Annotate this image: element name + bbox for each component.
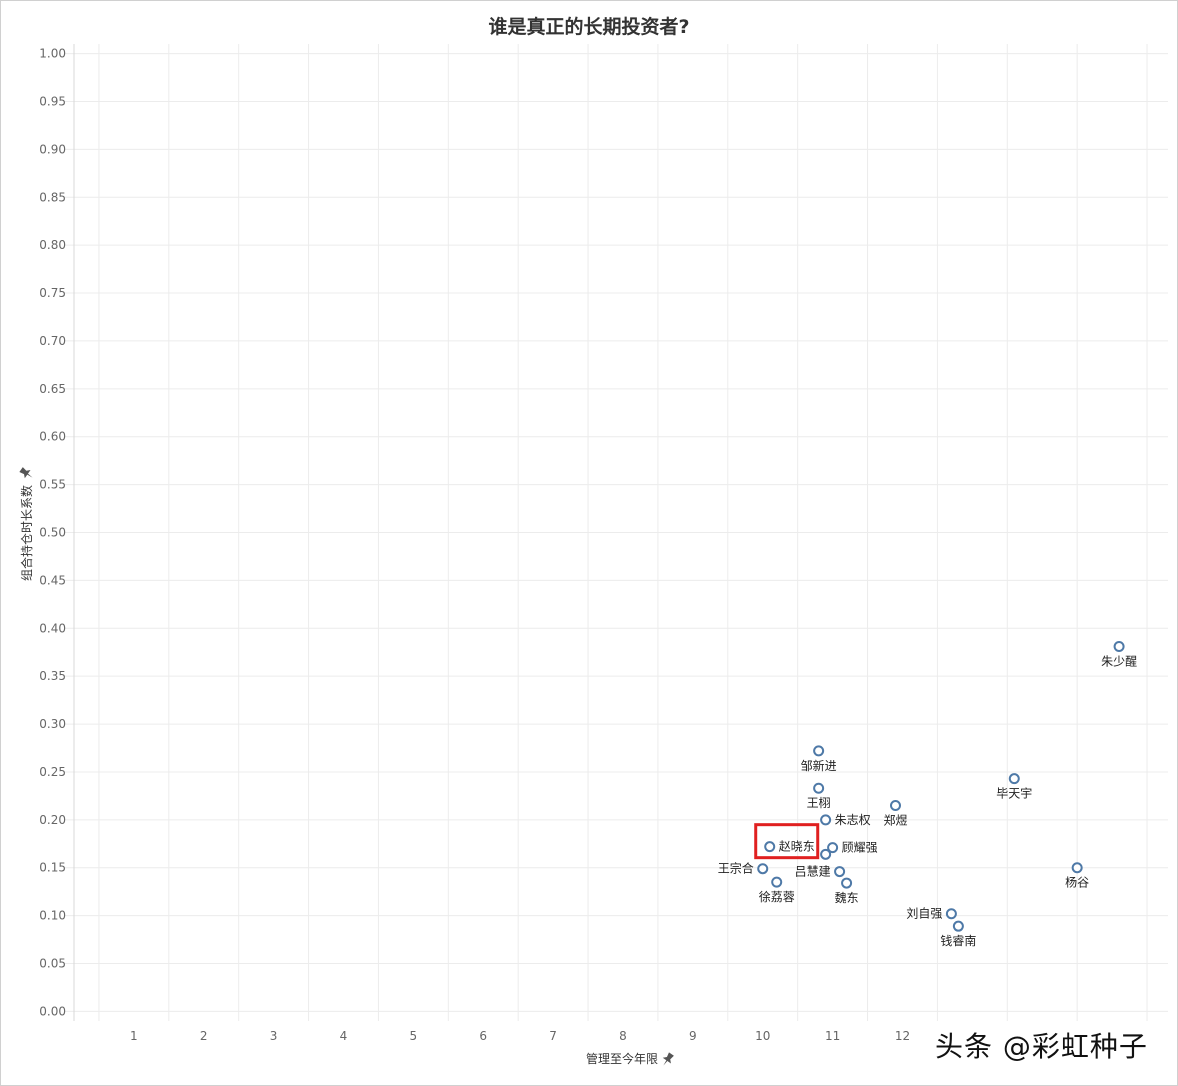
data-point[interactable] [827,842,839,854]
watermark: 头条 @彩虹种子 [935,1030,1148,1063]
data-label: 王宗合 [718,861,754,876]
data-point[interactable] [771,876,783,888]
x-tick-label: 8 [619,1029,627,1043]
data-label: 赵晓东 [779,840,815,854]
y-axis-title: 组合持仓时长系数 [19,485,34,581]
data-label: 朱志权 [835,813,871,827]
y-tick-label: 0.15 [39,861,66,875]
y-tick-label: 0.90 [39,142,66,156]
highlight-layer [754,823,820,860]
pin-icon[interactable] [659,1051,675,1068]
y-tick-label: 1.00 [39,47,66,61]
data-label: 魏东 [835,890,859,905]
x-tick-label: 2 [200,1029,208,1043]
y-tick-label: 0.75 [39,286,66,300]
x-tick-label: 7 [549,1029,557,1043]
y-tick-label: 0.25 [39,765,66,779]
y-tick-label: 0.85 [39,190,66,204]
y-tick-label: 0.65 [39,382,66,396]
pin-icon[interactable] [18,465,35,481]
data-label: 王栩 [807,795,831,810]
data-point[interactable] [820,848,832,860]
x-tick-label: 12 [895,1029,910,1043]
data-point[interactable] [757,863,769,875]
y-tick-label: 0.95 [39,94,66,108]
data-label: 徐荔蓉 [759,889,795,904]
y-tick-label: 0.40 [39,621,66,635]
data-point[interactable] [841,877,853,889]
data-point[interactable] [1008,773,1020,785]
highlight-box [754,823,820,860]
data-point[interactable] [820,814,832,826]
data-point[interactable] [945,908,957,920]
y-tick-label: 0.70 [39,334,66,348]
x-tick-label: 3 [270,1029,278,1043]
x-tick-label: 1 [130,1029,138,1043]
y-tick-label: 0.05 [39,957,66,971]
data-point[interactable] [889,799,901,811]
data-label: 顾耀强 [842,841,878,855]
chart-title: 谁是真正的长期投资者? [488,16,690,38]
data-point[interactable] [764,841,776,853]
axis-ticks: 1.00 0.95 0.90 0.85 0.80 0.75 0.70 0.65 0.60 0.55… [39,47,910,1043]
data-point[interactable] [834,866,846,878]
data-label: 朱少醒 [1101,654,1137,668]
data-point[interactable] [813,745,825,757]
y-tick-label: 0.35 [39,669,66,683]
data-label: 钱睿南 [940,933,976,948]
y-tick-label: 0.30 [39,717,66,731]
y-tick-label: 0.60 [39,430,66,444]
data-label: 刘自强 [906,907,942,921]
y-tick-label: 0.50 [39,526,66,540]
data-point[interactable] [1113,640,1125,652]
y-tick-label: 0.20 [39,813,66,827]
x-tick-label: 5 [410,1029,418,1043]
y-tick-label: 0.45 [39,573,66,587]
x-tick-label: 11 [825,1029,840,1043]
data-label: 吕慧建 [795,863,831,878]
data-points [757,640,1125,932]
data-point[interactable] [813,782,825,794]
data-label: 杨谷 [1065,875,1089,890]
x-tick-label: 4 [340,1029,348,1043]
x-axis-title: 管理至今年限 [586,1051,658,1066]
grid [64,44,1168,1021]
data-label: 毕天宇 [996,787,1032,801]
x-tick-label: 6 [479,1029,487,1043]
data-label: 邹新进 [801,758,837,773]
y-tick-label: 0.00 [39,1004,66,1018]
data-point[interactable] [952,920,964,932]
data-label: 郑煜 [883,812,907,827]
y-tick-label: 0.10 [39,909,66,923]
x-tick-label: 10 [755,1029,770,1043]
data-point[interactable] [1071,862,1083,874]
y-tick-label: 0.80 [39,238,66,252]
x-tick-label: 9 [689,1029,697,1043]
y-tick-label: 0.55 [39,478,66,492]
